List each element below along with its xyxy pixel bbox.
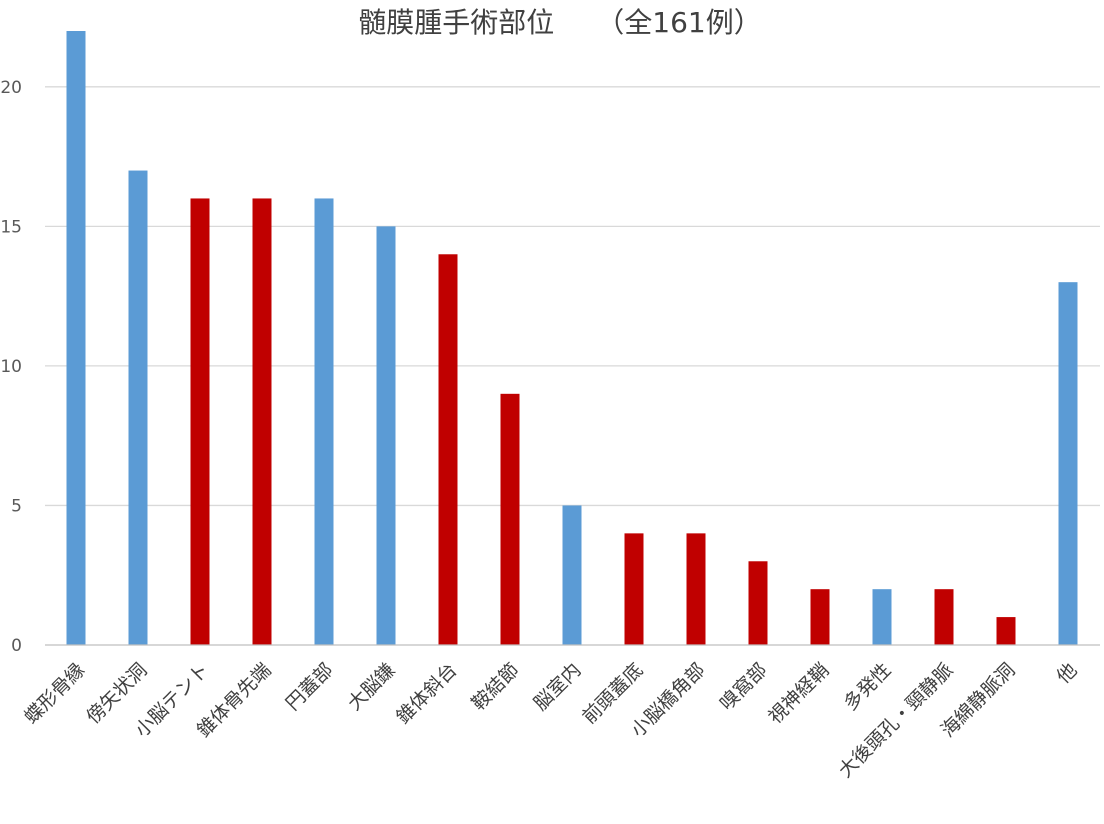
bar bbox=[934, 589, 954, 645]
x-tick-label: 嗅窩部 bbox=[716, 659, 772, 715]
x-tick-label: 大後頭孔・頸静脈 bbox=[834, 659, 957, 782]
x-tick-label: 他 bbox=[1053, 659, 1082, 688]
bars bbox=[66, 31, 1078, 646]
x-tick-label: 大脳鎌 bbox=[344, 659, 400, 715]
x-tick-label: 視神経鞘 bbox=[764, 659, 833, 728]
y-tick-label: 15 bbox=[0, 217, 22, 237]
bar bbox=[810, 589, 830, 645]
bar bbox=[562, 505, 582, 645]
bar bbox=[190, 198, 210, 646]
x-tick-label: 錐体斜台 bbox=[392, 659, 461, 728]
bar bbox=[128, 170, 148, 645]
x-tick-label: 円蓋部 bbox=[282, 659, 338, 715]
chart-title: 髄膜腫手術部位 （全161例） bbox=[358, 6, 761, 39]
y-tick-label: 10 bbox=[0, 357, 22, 377]
bar bbox=[686, 533, 706, 645]
bar bbox=[996, 617, 1016, 645]
bar bbox=[66, 31, 86, 645]
bar bbox=[252, 198, 272, 646]
bar bbox=[314, 198, 334, 646]
bar bbox=[376, 226, 396, 645]
x-tick-label: 多発性 bbox=[840, 659, 896, 715]
bar bbox=[500, 393, 520, 645]
x-tick-label: 鞍結節 bbox=[468, 659, 524, 715]
bar bbox=[438, 254, 458, 646]
x-tick-label: 脳室内 bbox=[530, 659, 586, 715]
x-tick-label: 蝶形骨縁 bbox=[20, 659, 89, 728]
bar bbox=[624, 533, 644, 645]
bar bbox=[1058, 282, 1078, 645]
y-tick-label: 5 bbox=[11, 496, 22, 516]
bar bbox=[748, 561, 768, 645]
bar bbox=[872, 589, 892, 645]
y-tick-label: 20 bbox=[0, 78, 22, 98]
y-axis-ticks: 0 5 10 15 20 bbox=[0, 78, 22, 656]
y-tick-label: 0 bbox=[11, 636, 22, 656]
